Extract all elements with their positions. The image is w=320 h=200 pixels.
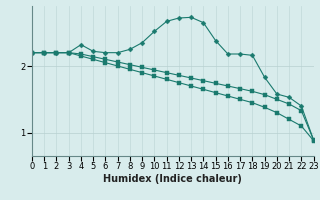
X-axis label: Humidex (Indice chaleur): Humidex (Indice chaleur) bbox=[103, 174, 242, 184]
